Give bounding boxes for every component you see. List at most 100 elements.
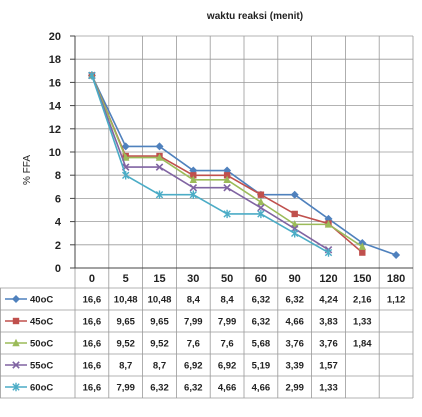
table-cell: 16,6: [83, 383, 102, 394]
table-cell: 4,66: [218, 383, 237, 394]
data-point: [12, 317, 20, 325]
data-point: [223, 175, 231, 184]
data-point: [324, 220, 333, 228]
table-cell: 16,6: [83, 361, 102, 372]
data-point: [257, 204, 265, 212]
y-tick-label: 4: [55, 217, 62, 229]
series-lines: [87, 71, 401, 260]
table-cell: 9,65: [150, 317, 169, 328]
table-cell: 6,92: [184, 361, 203, 372]
data-point: [88, 71, 96, 80]
table-cell: 9,52: [150, 339, 169, 350]
x-tick-label: 90: [289, 273, 301, 285]
table-cell: 7,99: [218, 317, 237, 328]
legend-label: 60oC: [30, 383, 53, 394]
y-tick-label: 6: [55, 193, 61, 205]
table-cell: 6,32: [184, 383, 203, 394]
data-point: [12, 295, 20, 303]
x-tick-label: 60: [255, 273, 267, 285]
table-cell: 1,57: [319, 361, 338, 372]
table-cell: 3,76: [319, 339, 338, 350]
table-cell: 8,7: [153, 361, 166, 372]
data-point: [257, 197, 265, 206]
data-point: [190, 172, 197, 179]
data-point: [358, 242, 366, 250]
data-point: [257, 209, 265, 219]
data-point: [189, 183, 198, 192]
data-point: [359, 249, 366, 256]
table-cell: 3,39: [285, 361, 304, 372]
table-cell: 5,68: [252, 339, 271, 350]
x-tick-label: 15: [153, 273, 165, 285]
data-point: [155, 153, 164, 161]
data-point: [223, 209, 231, 219]
table-cell: 8,4: [220, 295, 234, 306]
series-line: [91, 75, 397, 256]
y-tick-label: 10: [49, 147, 61, 159]
table-cell: 5,19: [252, 361, 271, 372]
data-point: [189, 175, 197, 184]
data-point: [257, 191, 265, 198]
table-cell: 16,6: [83, 339, 102, 350]
legend-label: 45oC: [30, 317, 53, 328]
table-cell: 4,24: [319, 295, 338, 306]
x-tick-label: 30: [187, 273, 199, 285]
data-point: [290, 190, 299, 199]
table-cell: 7,99: [184, 317, 203, 328]
x-tick-label: 120: [319, 273, 337, 285]
y-tick-label: 18: [49, 54, 61, 66]
data-point: [155, 142, 164, 151]
table-cell: 2,16: [353, 295, 372, 306]
table-cell: 3,83: [319, 317, 338, 328]
y-tick-label: 2: [55, 240, 61, 252]
table-cell: 6,92: [218, 361, 237, 372]
data-point: [291, 210, 298, 218]
y-axis-label: % FFA: [22, 155, 33, 185]
table-cell: 9,52: [116, 339, 135, 350]
table-cell: 10,48: [114, 295, 138, 306]
table-cell: 8,4: [187, 295, 201, 306]
table-cell: 2,99: [285, 383, 304, 394]
data-point: [12, 382, 20, 392]
data-point: [223, 172, 231, 179]
series-60oC: [88, 71, 333, 257]
data-point: [122, 171, 130, 180]
table-cell: 10,48: [148, 295, 172, 306]
table-cell: 9,65: [116, 317, 135, 328]
y-tick-label: 20: [49, 31, 61, 43]
table-cell: 6,32: [285, 295, 304, 306]
table-cell: 1,33: [353, 317, 372, 328]
table-cell: 6,32: [252, 295, 271, 306]
data-point: [155, 190, 164, 199]
x-tick-label: 0: [89, 273, 95, 285]
x-tick-label: 5: [123, 273, 129, 285]
table-cell: 3,76: [285, 339, 304, 350]
data-point: [12, 361, 20, 369]
y-tick-label: 12: [49, 124, 61, 136]
data-table: 0 5 15 30 50 60 90 120 150 180 40oC 16,6 10,48 10,48 8…: [5, 273, 405, 394]
series-line: [91, 75, 363, 254]
table-cell: 1,33: [319, 383, 338, 394]
table-cell: 8,7: [119, 361, 132, 372]
legend-label: 40oC: [30, 295, 53, 306]
x-tick-label: 50: [221, 273, 233, 285]
data-point: [12, 338, 20, 347]
legend-label: 55oC: [30, 361, 53, 372]
data-point: [121, 142, 130, 151]
table-cell: 4,66: [252, 383, 271, 394]
series-line: [91, 75, 329, 254]
data-point: [392, 251, 401, 260]
data-point: [155, 163, 164, 171]
y-tick-label: 8: [55, 170, 61, 182]
grid-lines: [0, 35, 414, 399]
table-cell: 7,6: [220, 339, 233, 350]
table-cell: 1,84: [353, 339, 372, 350]
table-cell: 4,66: [285, 317, 304, 328]
chart-title: waktu reaksi (menit): [206, 11, 303, 22]
table-cell: 1,12: [387, 295, 406, 306]
table-cell: 7,6: [187, 339, 200, 350]
data-point: [324, 248, 333, 257]
series-line: [91, 75, 329, 251]
x-tick-label: 180: [387, 273, 405, 285]
